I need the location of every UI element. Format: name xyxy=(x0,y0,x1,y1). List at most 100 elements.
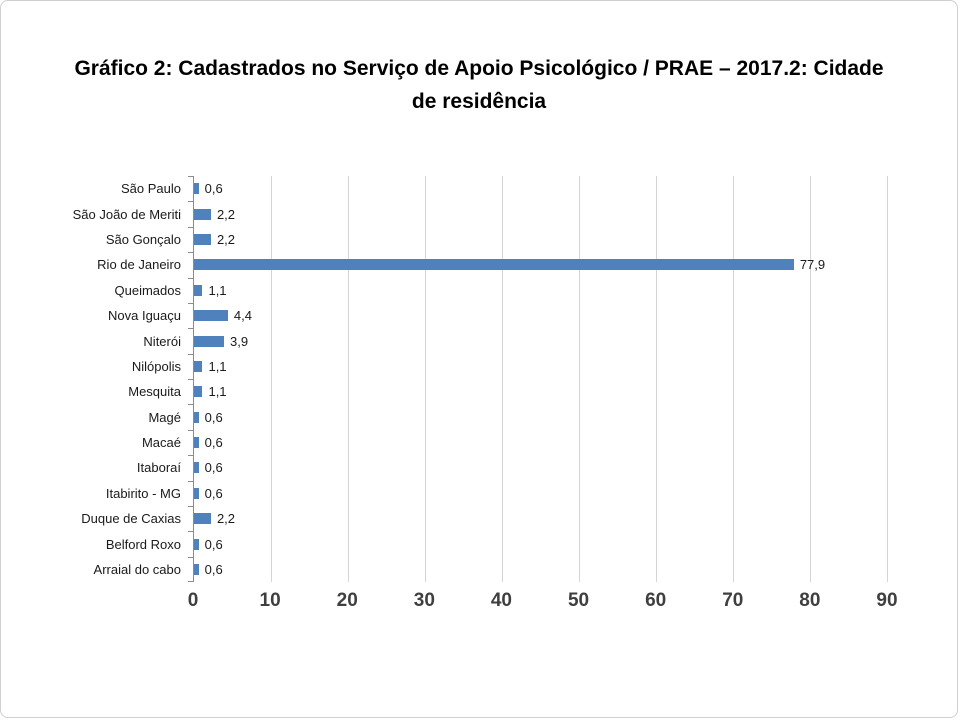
bar xyxy=(194,335,225,347)
value-axis-label: 0 xyxy=(187,590,199,612)
bar xyxy=(194,513,211,525)
gridline xyxy=(656,176,657,583)
value-label: 0,6 xyxy=(204,460,223,476)
gridline xyxy=(733,176,734,583)
category-axis-tick xyxy=(188,379,194,381)
category-label: Itabirito - MG xyxy=(105,485,181,501)
bar xyxy=(194,411,199,423)
bar xyxy=(194,360,203,372)
bar-row: 4,4 xyxy=(194,303,887,328)
value-axis: 0 10 20 30 40 50 60 70 80 90 xyxy=(188,590,898,624)
value-label: 0,6 xyxy=(204,536,223,552)
bar xyxy=(194,386,203,398)
bar xyxy=(194,259,794,271)
bar-row: 0,6 xyxy=(194,430,887,455)
value-label: 3,9 xyxy=(230,333,249,349)
category-label: Nilópolis xyxy=(131,358,181,374)
category-axis-tick xyxy=(188,252,194,254)
bar-row: 0,6 xyxy=(194,176,887,201)
category-axis-tick xyxy=(188,480,194,482)
value-label: 0,6 xyxy=(204,561,223,577)
category-axis-tick xyxy=(188,531,194,533)
value-axis-label: 10 xyxy=(259,590,281,612)
category-axis-tick xyxy=(188,176,194,178)
category-axis-tick xyxy=(188,226,194,228)
value-axis-label: 40 xyxy=(490,590,513,612)
category-label: Rio de Janeiro xyxy=(97,257,181,273)
value-axis-label: 60 xyxy=(645,590,667,612)
value-label: 0,6 xyxy=(204,485,223,501)
bar-row: 2,2 xyxy=(194,201,887,226)
bar-row: 0,6 xyxy=(194,455,887,480)
category-label: Magé xyxy=(148,409,181,425)
category-axis-tick xyxy=(188,505,194,507)
category-label: Mesquita xyxy=(128,384,181,400)
category-axis-tick xyxy=(188,404,194,406)
category-axis-tick xyxy=(188,455,194,457)
bar xyxy=(194,487,199,499)
bar-row: 2,2 xyxy=(194,227,887,252)
category-axis-tick xyxy=(188,353,194,355)
value-axis-label: 80 xyxy=(799,590,821,612)
category-label: Queimados xyxy=(114,282,181,298)
bar xyxy=(194,284,203,296)
value-label: 77,9 xyxy=(799,257,826,273)
value-axis-label: 50 xyxy=(567,590,590,612)
value-label: 1,1 xyxy=(208,358,227,374)
chart-title: Gráfico 2: Cadastrados no Serviço de Apo… xyxy=(74,57,884,113)
bar-chart: São Paulo São João de Meriti São Gonçalo Ri… xyxy=(1,176,957,583)
bar xyxy=(194,234,211,246)
category-label: Itaboraí xyxy=(136,460,181,476)
category-axis: São Paulo São João de Meriti São Gonçalo Ri… xyxy=(1,176,193,582)
plot-area: 0,6 2,2 2,2 77,9 1,1 4,4 3,9 1,1 1,1 0,6 0,6 0,6 0,6… xyxy=(188,176,888,583)
value-axis-label: 20 xyxy=(336,590,358,612)
value-label: 4,4 xyxy=(233,308,252,324)
bar-row: 0,6 xyxy=(194,557,887,582)
value-axis-label: 90 xyxy=(876,590,898,612)
value-axis-label: 70 xyxy=(722,590,744,612)
category-label: São Gonçalo xyxy=(105,232,181,248)
bar xyxy=(194,462,199,474)
gridline xyxy=(501,176,503,583)
category-axis-tick xyxy=(188,556,194,558)
bar-row: 0,6 xyxy=(194,531,887,556)
category-axis-tick xyxy=(188,277,194,279)
value-label: 0,6 xyxy=(204,409,223,425)
bar-row: 1,1 xyxy=(194,379,887,404)
category-label: Arraial do cabo xyxy=(93,561,181,577)
bars-layer: 0,6 2,2 2,2 77,9 1,1 4,4 3,9 1,1 1,1 0,6 0,6 0,6 0,6… xyxy=(194,176,887,582)
bar-row: 77,9 xyxy=(194,252,887,277)
bar-row: 1,1 xyxy=(194,278,887,303)
category-axis-tick xyxy=(188,201,194,203)
category-axis-tick xyxy=(188,429,194,431)
gridline xyxy=(579,176,580,583)
gridline xyxy=(347,176,349,583)
category-label: Nova Iguaçu xyxy=(108,308,181,324)
bar-row: 3,9 xyxy=(194,328,887,353)
bar xyxy=(194,208,211,220)
category-label: São Paulo xyxy=(121,181,181,197)
category-axis-tick xyxy=(188,328,194,330)
category-label: São João de Meriti xyxy=(72,206,181,222)
category-label: Niterói xyxy=(143,333,181,349)
value-label: 1,1 xyxy=(208,282,227,298)
bar-row: 2,2 xyxy=(194,506,887,531)
category-axis-tick xyxy=(188,302,194,304)
bar-row: 0,6 xyxy=(194,481,887,506)
gridline xyxy=(270,176,272,583)
value-axis-label: 30 xyxy=(413,590,435,612)
bar xyxy=(194,563,199,575)
bar xyxy=(194,310,228,322)
bar xyxy=(194,183,199,195)
bar-row: 0,6 xyxy=(194,404,887,429)
bar xyxy=(194,437,199,449)
value-label: 2,2 xyxy=(216,232,236,248)
gridline xyxy=(809,176,811,583)
category-label: Macaé xyxy=(141,435,181,451)
gridline xyxy=(887,176,888,583)
bar-row: 1,1 xyxy=(194,354,887,379)
value-label: 0,6 xyxy=(204,435,223,451)
value-label: 2,2 xyxy=(216,206,236,222)
value-label: 0,6 xyxy=(204,181,223,197)
